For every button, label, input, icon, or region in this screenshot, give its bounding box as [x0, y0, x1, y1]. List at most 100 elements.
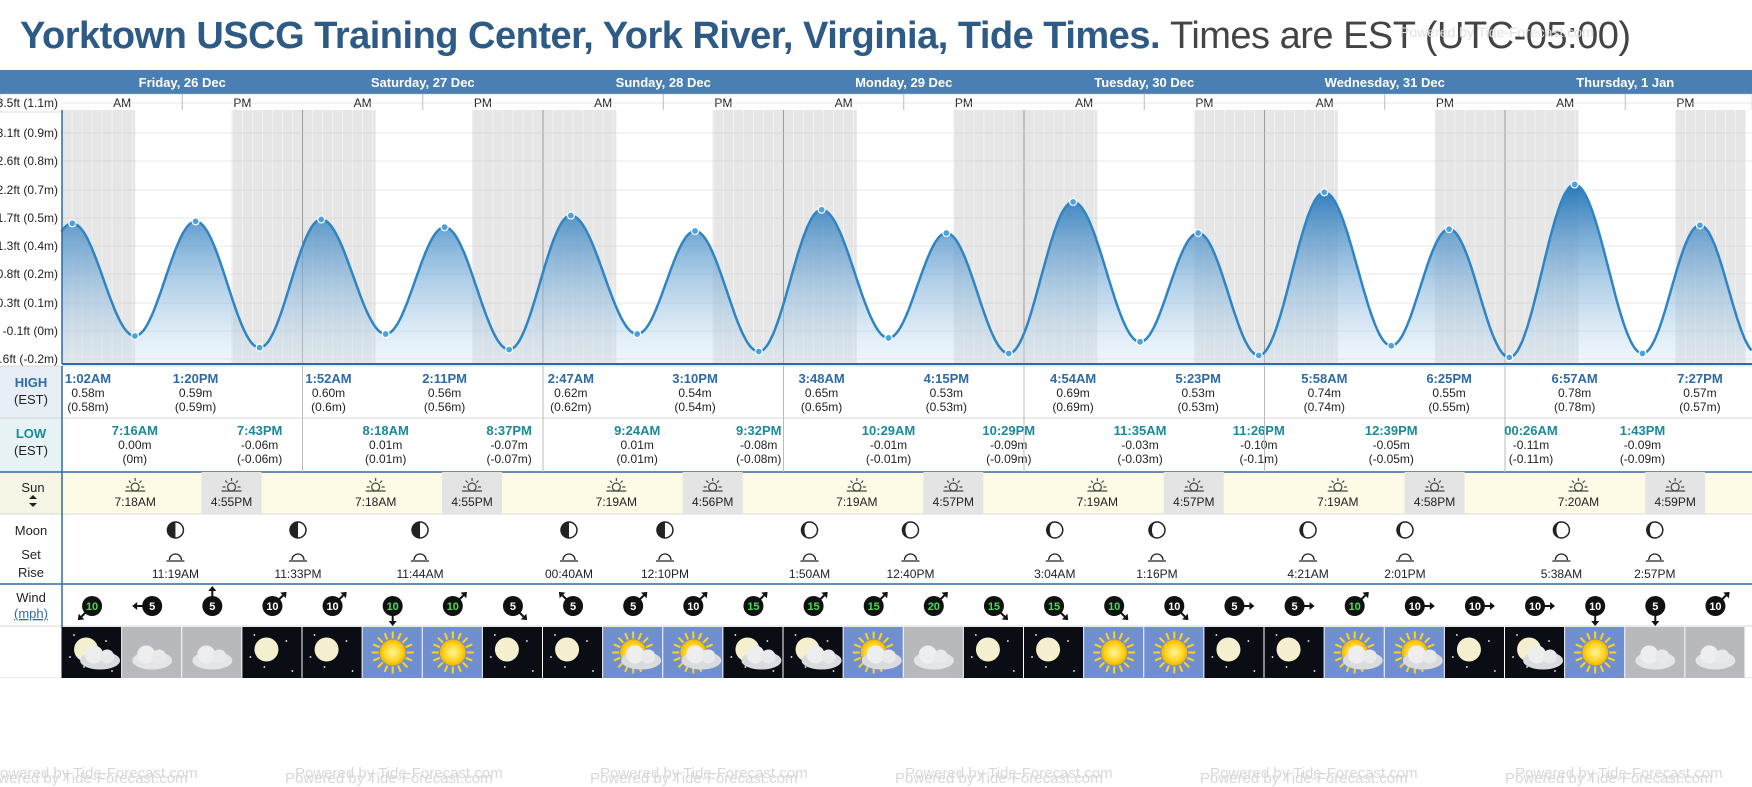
- sunset-icon: [702, 478, 723, 492]
- wind-marker: 15: [863, 591, 888, 616]
- day-label: Sunday, 28 Dec: [616, 75, 711, 90]
- sunrise-icon: [1327, 478, 1348, 492]
- sunset-time: 4:57PM: [933, 495, 974, 509]
- station-title: Yorktown USCG Training Center, York Rive…: [20, 15, 1161, 57]
- low-tide-point: [130, 331, 139, 341]
- wind-speed: 15: [747, 601, 759, 613]
- day-label: Friday, 26 Dec: [139, 75, 226, 90]
- high-tide-time: 2:47AM: [548, 371, 594, 386]
- weather-icon-partly-cloudy: [1324, 627, 1384, 678]
- tide-height-m: (0.6m): [311, 400, 346, 414]
- wind-speed: 15: [807, 601, 819, 613]
- wind-speed: 15: [988, 601, 1000, 613]
- wind-speed: 10: [687, 601, 699, 613]
- tide-height: 0.53m: [930, 386, 963, 400]
- tide-height-m: (-0.09m): [1620, 452, 1665, 466]
- weather-icon-night-cloudy: [723, 627, 783, 678]
- tide-height: -0.09m: [990, 438, 1027, 452]
- weather-icon-sunny: [1144, 627, 1204, 678]
- tide-height-m: (0.62m): [550, 400, 591, 414]
- high-tide-point: [1320, 188, 1329, 197]
- tide-line: [60, 183, 1752, 359]
- wind-marker: 5: [623, 591, 648, 616]
- wind-speed: 10: [447, 601, 459, 613]
- wind-marker: 15: [1044, 596, 1069, 621]
- low-tide-time: 1:43PM: [1620, 423, 1666, 438]
- wind-marker: 5: [132, 596, 163, 616]
- wind-marker: 5: [1645, 596, 1666, 626]
- weather-icon-sunny: [422, 627, 482, 678]
- weather-icon-night-clear: [543, 627, 603, 678]
- low-tide-point: [1254, 351, 1263, 360]
- moon-time: 12:40PM: [886, 567, 934, 581]
- moon-time: 4:21AM: [1287, 567, 1328, 581]
- moonset-icon: [411, 553, 430, 562]
- high-row-label: HIGH: [15, 375, 48, 390]
- wind-unit-link[interactable]: (mph): [14, 606, 48, 621]
- low-tide-time: 8:37PM: [486, 423, 532, 438]
- wind-marker: 10: [442, 591, 467, 616]
- sunrise-time: 7:19AM: [836, 495, 877, 509]
- moon-time: 11:33PM: [274, 567, 321, 581]
- moonrise-icon: [1045, 553, 1064, 562]
- moon-time: 1:16PM: [1136, 567, 1177, 581]
- tide-height: 0.62m: [554, 386, 587, 400]
- high-tide-time: 5:58AM: [1301, 371, 1347, 386]
- sunrise-icon: [846, 478, 867, 492]
- sunrise-time: 7:20AM: [1558, 495, 1599, 509]
- day-label: Monday, 29 Dec: [855, 75, 952, 90]
- moon-row-label: Moon: [15, 523, 48, 538]
- moon-phase-icon: [800, 521, 819, 539]
- tide-height-m: (-0.07m): [486, 452, 531, 466]
- wind-marker: 5: [558, 591, 584, 616]
- moon-phase-icon: [901, 521, 920, 539]
- wind-speed: 15: [1048, 601, 1060, 613]
- tide-height-m: (0.78m): [1554, 400, 1595, 414]
- wind-row-label: Wind: [16, 590, 46, 605]
- sunrise-icon: [1568, 478, 1589, 492]
- high-tide-point: [817, 205, 826, 214]
- moon-phase-icon: [1148, 521, 1166, 539]
- watermark-footer: Powered by Tide-Forecast.com: [285, 770, 493, 787]
- wind-marker: 5: [1224, 596, 1255, 616]
- wind-speed: 10: [1409, 601, 1421, 613]
- sunrise-time: 7:18AM: [355, 495, 396, 509]
- wind-marker: 10: [77, 596, 103, 621]
- wind-speed: 5: [1652, 601, 1658, 613]
- high-label-bg: [0, 366, 62, 418]
- low-tide-point: [1135, 337, 1145, 346]
- tide-height-m: (-0.11m): [1509, 452, 1553, 466]
- high-tide-point: [1194, 228, 1203, 238]
- weather-icon-sunny: [1084, 627, 1144, 678]
- moon-time: 1:50AM: [789, 567, 830, 581]
- weather-icon-partly-cloudy: [1384, 627, 1444, 678]
- y-tick-label: -0.6ft (-0.2m): [0, 352, 58, 366]
- wind-marker: 10: [322, 591, 347, 616]
- tide-height: 0.78m: [1558, 386, 1591, 400]
- moonrise-icon: [560, 553, 578, 562]
- wind-speed: 10: [266, 601, 278, 613]
- watermark-footer: Powered by Tide-Forecast.com: [295, 765, 503, 782]
- high-tide-point: [68, 219, 77, 228]
- footer-band: [0, 678, 1752, 787]
- sunset-time: 4:59PM: [1654, 495, 1695, 509]
- weather-icon-night-cloudy: [1505, 627, 1565, 678]
- weather-icon-cloudy: [182, 627, 242, 678]
- tide-height-m: (0.74m): [1304, 400, 1345, 414]
- y-tick-label: 1.3ft (0.4m): [0, 239, 58, 253]
- day-label: Tuesday, 30 Dec: [1094, 75, 1194, 90]
- moonset-icon: [1645, 553, 1664, 562]
- wind-marker: 10: [683, 591, 708, 616]
- tide-height-m: (0.65m): [801, 400, 842, 414]
- wind-marker: 10: [1464, 596, 1495, 616]
- high-tide-point: [440, 223, 449, 232]
- wind-speed: 10: [1589, 601, 1601, 613]
- tide-height: 0.65m: [805, 386, 838, 400]
- weather-icon-night-cloudy: [783, 627, 843, 678]
- sunset-time: 4:58PM: [1414, 495, 1455, 509]
- wind-speed: 5: [1231, 601, 1237, 613]
- moon-phase-icon: [289, 521, 307, 539]
- weather-icon-night-clear: [242, 627, 302, 678]
- tide-area: [61, 184, 1752, 364]
- sunset-icon: [221, 478, 242, 492]
